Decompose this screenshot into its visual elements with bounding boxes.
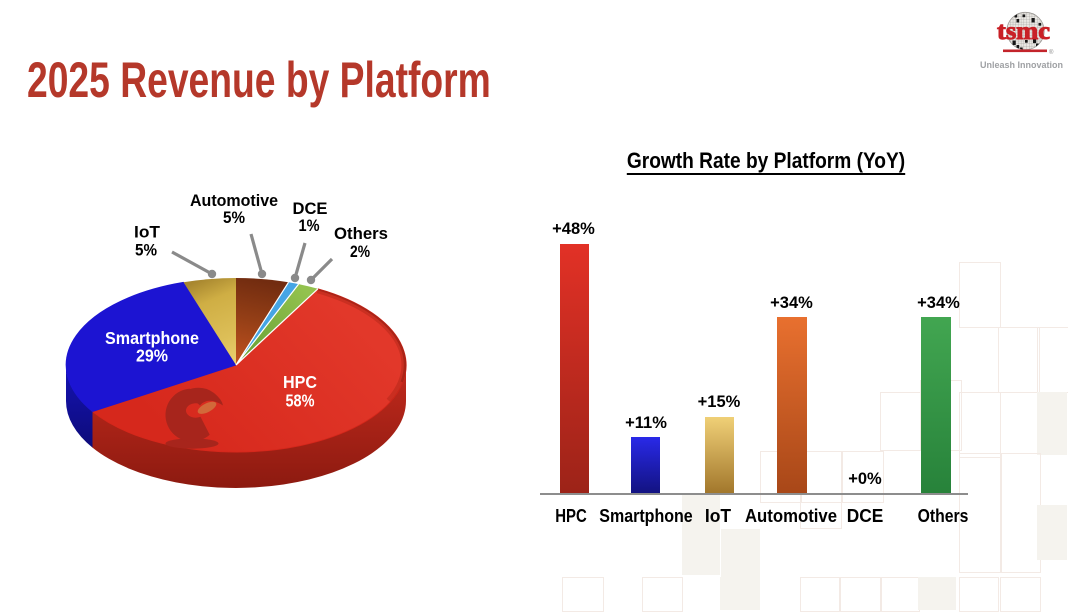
svg-text:HPC: HPC — [283, 372, 317, 392]
svg-text:Unleash Innovation: Unleash Innovation — [980, 60, 1063, 70]
svg-text:®: ® — [1049, 49, 1054, 56]
svg-text:Smartphone: Smartphone — [105, 328, 199, 348]
svg-text:1%: 1% — [299, 216, 320, 235]
svg-text:tsmc: tsmc — [997, 18, 1050, 45]
svg-text:Automotive: Automotive — [190, 191, 278, 210]
svg-text:29%: 29% — [136, 346, 168, 366]
svg-text:IoT: IoT — [134, 223, 161, 242]
svg-text:Others: Others — [334, 224, 388, 243]
svg-text:DCE: DCE — [293, 199, 328, 218]
svg-text:5%: 5% — [135, 241, 157, 260]
svg-text:5%: 5% — [223, 208, 245, 227]
svg-text:2%: 2% — [350, 242, 370, 261]
svg-text:58%: 58% — [286, 391, 315, 411]
